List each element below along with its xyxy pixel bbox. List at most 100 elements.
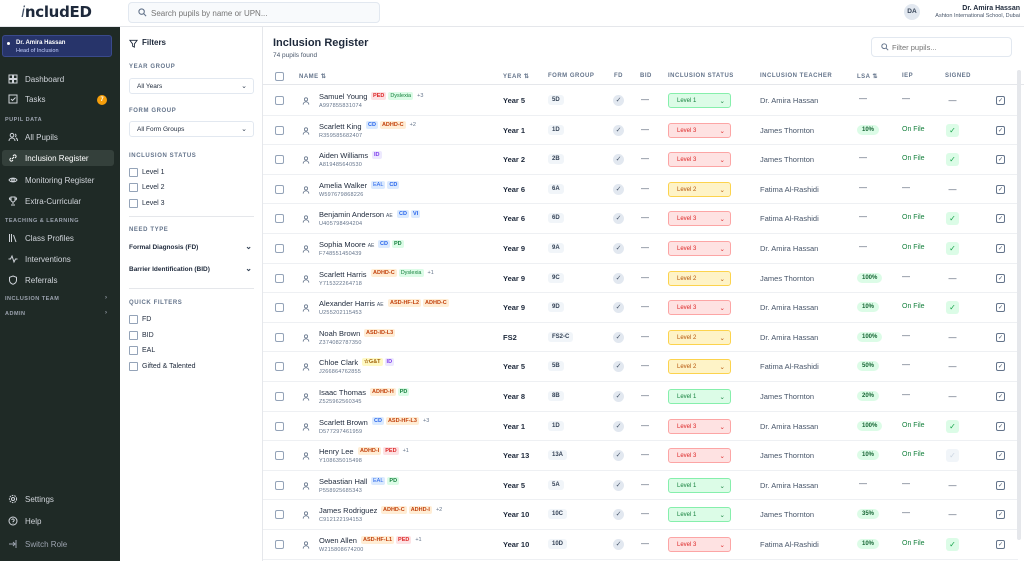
row-checkbox[interactable] xyxy=(275,332,284,342)
sidebar-item-dashboard[interactable]: Dashboard xyxy=(2,71,114,87)
sidebar-item-switch-role[interactable]: Switch Role xyxy=(2,536,114,552)
sidebar-item-extra-curricular[interactable]: Extra-Curricular xyxy=(2,193,114,209)
checkbox[interactable] xyxy=(129,346,138,355)
row-checkbox[interactable] xyxy=(275,540,284,549)
avatar[interactable]: DA xyxy=(904,4,920,20)
row-checkbox[interactable] xyxy=(275,155,284,165)
col-lsa[interactable]: LSA ⇅ xyxy=(857,74,878,80)
table-row[interactable]: Chloe Clark ☆G&T ID J266864762855 Year 5 5B ✓ —… xyxy=(263,352,1018,382)
pupil-name[interactable]: Alexander Harris xyxy=(319,299,375,309)
row-checkbox[interactable] xyxy=(275,96,284,105)
pupil-name[interactable]: Sophia Moore xyxy=(319,240,366,249)
more-tags[interactable]: +1 xyxy=(415,536,422,543)
more-tags[interactable]: +3 xyxy=(422,418,430,425)
table-row[interactable]: Amelia Walker EAL CD W597679868226 Year 6 6A ✓… xyxy=(263,175,1018,205)
inclusion-status-select[interactable]: Level 3 ⌄ xyxy=(668,152,731,168)
more-tags[interactable]: +1 xyxy=(402,448,409,455)
checkbox[interactable] xyxy=(129,168,138,177)
global-search[interactable] xyxy=(128,2,380,23)
pupil-name[interactable]: Isaac Thomas xyxy=(319,388,366,397)
row-action-checkbox-icon[interactable]: ✓ xyxy=(996,125,1005,135)
inclusion-status-select[interactable]: Level 3 ⌄ xyxy=(668,418,731,434)
section-inclusion-team[interactable]: INCLUSION TEAM › xyxy=(5,295,107,302)
table-row[interactable]: Alexander Harris AE ASD-HF-L2 ADHD-C U255202… xyxy=(263,293,1018,323)
pupil-name[interactable]: Aiden Williams xyxy=(319,151,369,161)
row-action-checkbox-icon[interactable]: ✓ xyxy=(996,362,1005,372)
scrollbar[interactable] xyxy=(1017,70,1021,540)
table-row[interactable]: Scarlett King CD ADHD-C +2 R359585682407 Year… xyxy=(263,116,1018,146)
more-tags[interactable]: +1 xyxy=(427,270,434,277)
inclusion-status-select[interactable]: Level 1 ⌄ xyxy=(668,477,731,493)
pupil-name-wrap[interactable]: Amelia Walker xyxy=(319,181,367,190)
pupil-name-wrap[interactable]: Chloe Clark xyxy=(319,358,358,367)
table-row[interactable]: Owen Allen ASD-HF-L1 PED +1 W215808674200 Yea… xyxy=(263,530,1018,560)
pupil-name-wrap[interactable]: Scarlett Brown xyxy=(319,418,368,427)
pupil-name[interactable]: Amelia Walker xyxy=(319,180,368,190)
pupil-name-wrap[interactable]: Benjamin Anderson AE xyxy=(319,210,393,219)
more-tags[interactable]: +2 xyxy=(409,122,416,129)
pupil-name-wrap[interactable]: James Rodriguez xyxy=(319,506,377,515)
table-row[interactable]: Scarlett Brown CD ASD-HF-L3 +3 D577297461959… xyxy=(263,412,1018,442)
table-row[interactable]: Noah Brown ASD-ID-L3 Z374082787350 FS2 FS2-C… xyxy=(263,323,1018,353)
row-checkbox[interactable] xyxy=(275,214,284,224)
row-action-checkbox-icon[interactable]: ✓ xyxy=(996,214,1005,224)
row-action-checkbox-icon[interactable]: ✓ xyxy=(996,332,1005,342)
pupil-name-wrap[interactable]: Owen Allen xyxy=(319,536,357,545)
table-row[interactable]: Benjamin Anderson AE CD VI U405798494204 Year… xyxy=(263,204,1018,234)
sidebar-item-all-pupils[interactable]: All Pupils xyxy=(2,129,114,145)
col-year[interactable]: YEAR ⇅ xyxy=(503,74,530,80)
pupil-name-wrap[interactable]: Aiden Williams xyxy=(319,151,368,160)
row-checkbox[interactable] xyxy=(275,480,284,490)
sidebar-item-interventions[interactable]: Interventions xyxy=(2,251,114,267)
row-action-checkbox-icon[interactable]: ✓ xyxy=(996,421,1005,431)
pupil-name[interactable]: Henry Lee xyxy=(319,447,354,457)
select-all-checkbox[interactable] xyxy=(275,72,284,81)
sidebar-item-inclusion-register[interactable]: Inclusion Register xyxy=(2,150,114,166)
search-input[interactable] xyxy=(151,6,371,20)
app-logo[interactable]: includED xyxy=(21,3,92,21)
pupil-name[interactable]: Chloe Clark xyxy=(319,358,359,368)
filter-pupils-box[interactable] xyxy=(871,37,1012,57)
pupil-name[interactable]: Sebastian Hall xyxy=(319,476,368,486)
pupil-name-wrap[interactable]: Noah Brown xyxy=(319,329,360,338)
inclusion-status-select[interactable]: Level 3 ⌄ xyxy=(668,211,731,227)
sidebar-item-class-profiles[interactable]: Class Profiles xyxy=(2,230,114,246)
row-checkbox[interactable] xyxy=(275,421,284,431)
filter-pupils-input[interactable] xyxy=(892,41,1002,54)
row-action-checkbox-icon[interactable]: ✓ xyxy=(996,392,1005,401)
row-action-checkbox-icon[interactable]: ✓ xyxy=(996,184,1005,194)
table-row[interactable]: James Rodriguez ADHD-C ADHD-I +2 C9121221941… xyxy=(263,500,1018,530)
pupil-name-wrap[interactable]: Alexander Harris AE xyxy=(319,299,384,308)
pupil-name[interactable]: Scarlett Brown xyxy=(319,417,368,427)
sidebar-item-monitoring-register[interactable]: Monitoring Register xyxy=(2,172,114,188)
inclusion-status-select[interactable]: Level 3 ⌄ xyxy=(668,300,731,316)
pupil-name[interactable]: Owen Allen xyxy=(319,536,357,545)
role-card[interactable]: Dr. Amira Hassan Head of Inclusion xyxy=(2,35,112,57)
pupil-name[interactable]: Scarlett Harris xyxy=(319,269,367,279)
pupil-name-wrap[interactable]: Sophia Moore AE xyxy=(319,240,374,249)
section-admin[interactable]: ADMIN › xyxy=(5,310,107,317)
table-row[interactable]: Scarlett Harris ADHD-C Dyslexia +1 Y71532226… xyxy=(263,264,1018,294)
pupil-name[interactable]: Noah Brown xyxy=(319,328,361,338)
need-bid-toggle[interactable]: Barrier Identification (BID) ⌄ xyxy=(129,264,254,273)
row-checkbox[interactable] xyxy=(275,451,284,461)
inclusion-status-select[interactable]: Level 2 ⌄ xyxy=(668,181,731,197)
row-action-checkbox-icon[interactable]: ✓ xyxy=(996,244,1005,253)
row-action-checkbox-icon[interactable]: ✓ xyxy=(996,451,1005,461)
sidebar-item-tasks[interactable]: Tasks 7 xyxy=(2,91,114,107)
inclusion-status-select[interactable]: Level 1 ⌄ xyxy=(668,389,731,404)
more-tags[interactable]: +2 xyxy=(435,507,443,514)
pupil-name-wrap[interactable]: Sebastian Hall xyxy=(319,477,367,486)
pupil-name[interactable]: Benjamin Anderson xyxy=(319,210,385,220)
row-checkbox[interactable] xyxy=(275,392,284,401)
row-action-checkbox-icon[interactable]: ✓ xyxy=(996,273,1005,283)
pupil-name[interactable]: James Rodriguez xyxy=(319,506,378,516)
row-action-checkbox-icon[interactable]: ✓ xyxy=(996,96,1005,105)
more-tags[interactable]: +3 xyxy=(417,92,424,99)
checkbox[interactable] xyxy=(129,315,138,324)
row-checkbox[interactable] xyxy=(275,510,284,520)
row-checkbox[interactable] xyxy=(275,125,284,135)
row-checkbox[interactable] xyxy=(275,362,284,372)
pupil-name-wrap[interactable]: Henry Lee xyxy=(319,447,354,456)
table-row[interactable]: Sebastian Hall EAL PD P558925685343 Year 5 5A… xyxy=(263,471,1018,501)
